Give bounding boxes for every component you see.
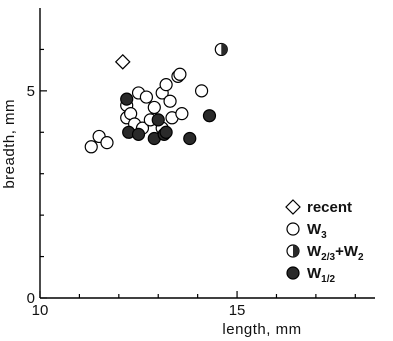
y-axis-title: breadth, mm [1, 99, 18, 189]
legend-marker-filled-circle [286, 266, 300, 280]
data-point-filled-circle [131, 127, 146, 141]
data-point-open-circle [84, 140, 98, 154]
data-point-open-circle [159, 78, 173, 92]
data-point-open-circle [194, 84, 209, 98]
legend-marker-half-circle-fill [293, 245, 299, 257]
data-point-filled-circle [159, 125, 173, 139]
data-point-filled-circle [202, 109, 217, 123]
data-point-open-circle [147, 100, 161, 115]
data-point-open-circle [139, 90, 154, 104]
data-point-open-circle [173, 67, 187, 81]
data-point-filled-circle [151, 113, 165, 127]
x-axis-title: length, mm [222, 321, 301, 338]
legend-label: W1/2 [307, 265, 336, 285]
legend-label: W2/3+W2 [307, 243, 364, 263]
x-tick-label: 10 [32, 302, 49, 319]
data-point-filled-circle [120, 92, 134, 106]
data-point-half-circle-fill [221, 43, 228, 56]
data-point-diamond [114, 54, 131, 70]
legend-marker-open-circle [286, 222, 300, 236]
data-point-open-circle [100, 136, 114, 150]
x-tick-label: 15 [229, 302, 246, 319]
y-tick-label: 5 [27, 83, 35, 100]
data-point-filled-circle [183, 131, 197, 146]
legend-label: W3 [307, 221, 327, 241]
data-point-open-circle [163, 94, 177, 108]
legend-marker-diamond [285, 199, 301, 215]
data-point-open-circle [175, 107, 189, 121]
legend-label: recent [307, 199, 352, 216]
y-tick-label: 0 [27, 290, 35, 307]
